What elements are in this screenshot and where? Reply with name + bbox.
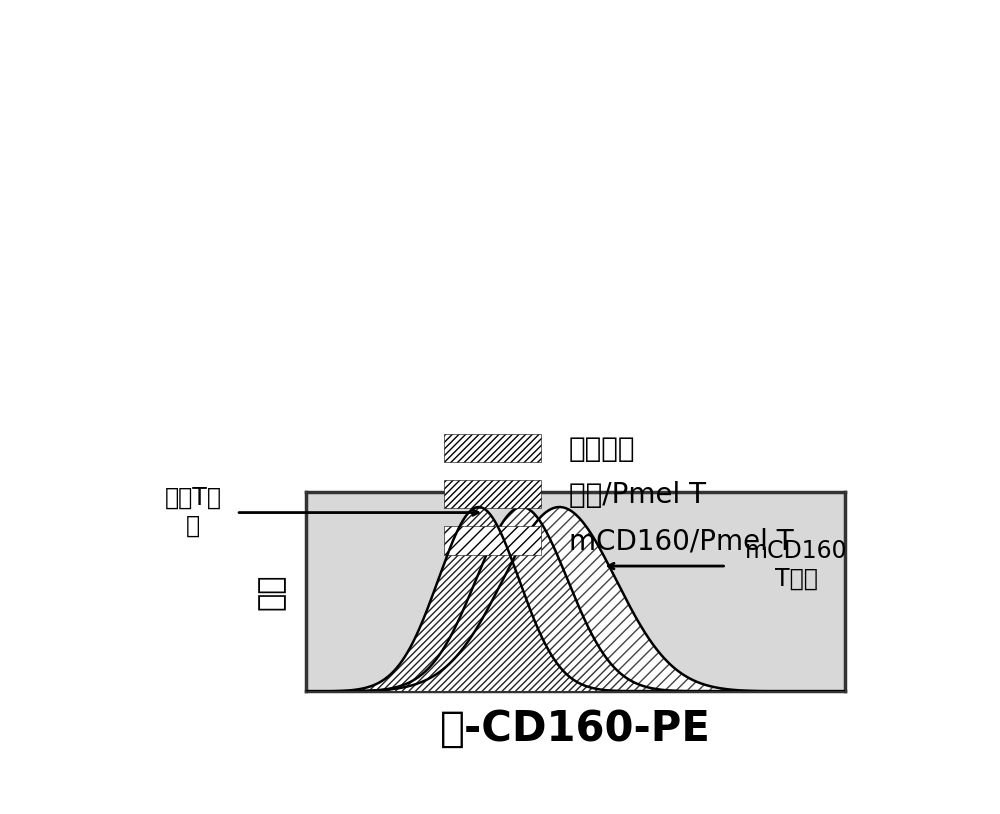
Text: 对照T细: 对照T细 <box>165 486 222 510</box>
X-axis label: 抗-CD160-PE: 抗-CD160-PE <box>440 708 711 751</box>
Text: mCD160: mCD160 <box>745 540 848 563</box>
Y-axis label: 数本: 数本 <box>256 574 285 610</box>
Legend: 未染色的, 对照/Pmel T, mCD160/Pmel T: 未染色的, 对照/Pmel T, mCD160/Pmel T <box>433 422 805 567</box>
Text: 胞: 胞 <box>186 514 200 537</box>
Text: T细胞: T细胞 <box>775 567 818 591</box>
